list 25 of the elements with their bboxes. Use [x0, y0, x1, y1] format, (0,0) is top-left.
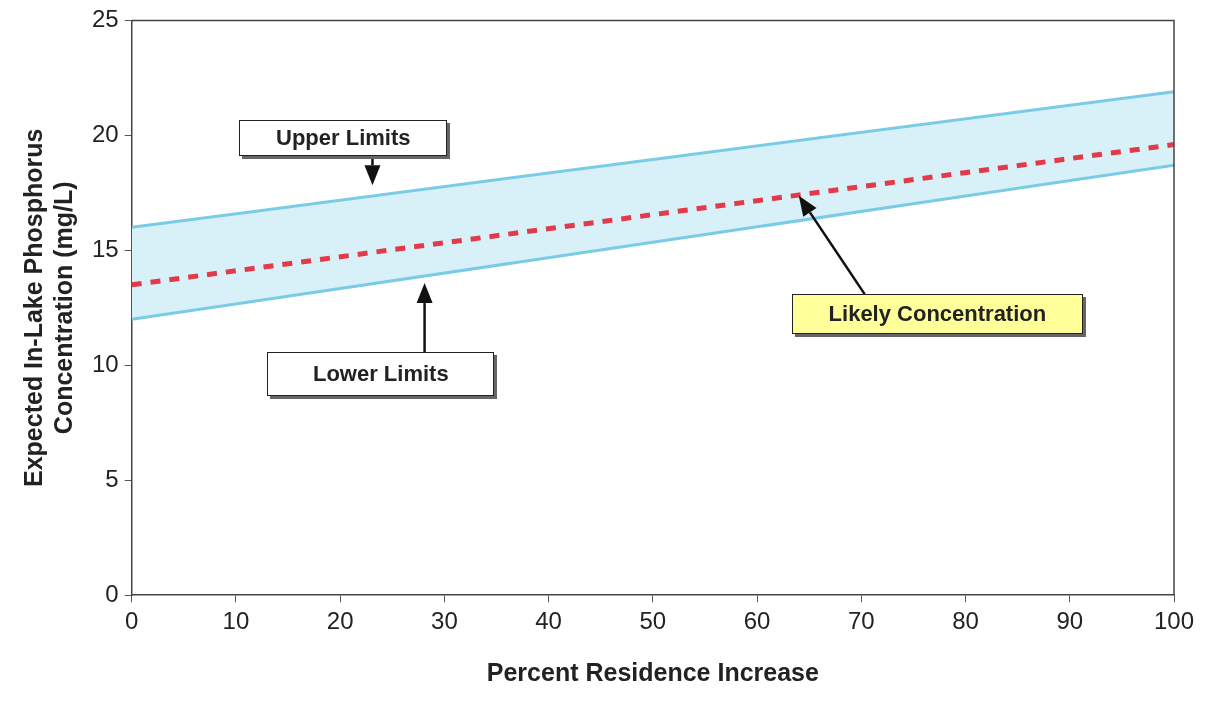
y-tick-label: 0	[105, 579, 119, 607]
y-axis-title: Expected In-Lake Phosphorus Concentration (mg/L)	[18, 128, 77, 488]
annotation: Upper Limits	[276, 125, 411, 152]
x-tick-label: 20	[326, 607, 354, 635]
y-tick-label: 20	[91, 119, 119, 147]
callout-box: Lower Limits	[267, 352, 495, 397]
y-tick-label: 15	[91, 234, 119, 262]
callout-box: Upper Limits	[239, 120, 448, 157]
x-tick-label: 80	[952, 607, 979, 635]
annotation: Lower Limits	[312, 361, 449, 388]
x-tick-label: 40	[535, 607, 562, 635]
x-tick-label: 60	[743, 607, 771, 635]
x-tick-label: 90	[1056, 607, 1084, 635]
x-tick-label: 70	[847, 607, 875, 635]
annotation: Likely Concentration	[828, 301, 1047, 328]
x-tick-label: 30	[431, 607, 458, 635]
y-tick-label: 5	[105, 464, 119, 492]
x-axis-title: Percent Residence Increase	[486, 657, 819, 686]
y-tick-label: 10	[91, 349, 119, 377]
y-tick-label: 25	[91, 5, 119, 33]
x-tick-label: 50	[639, 607, 667, 635]
x-tick-label: 0	[125, 607, 139, 635]
x-tick-label: 100	[1153, 607, 1195, 635]
callout-box: Likely Concentration	[791, 294, 1083, 335]
x-tick-label: 10	[222, 607, 250, 635]
